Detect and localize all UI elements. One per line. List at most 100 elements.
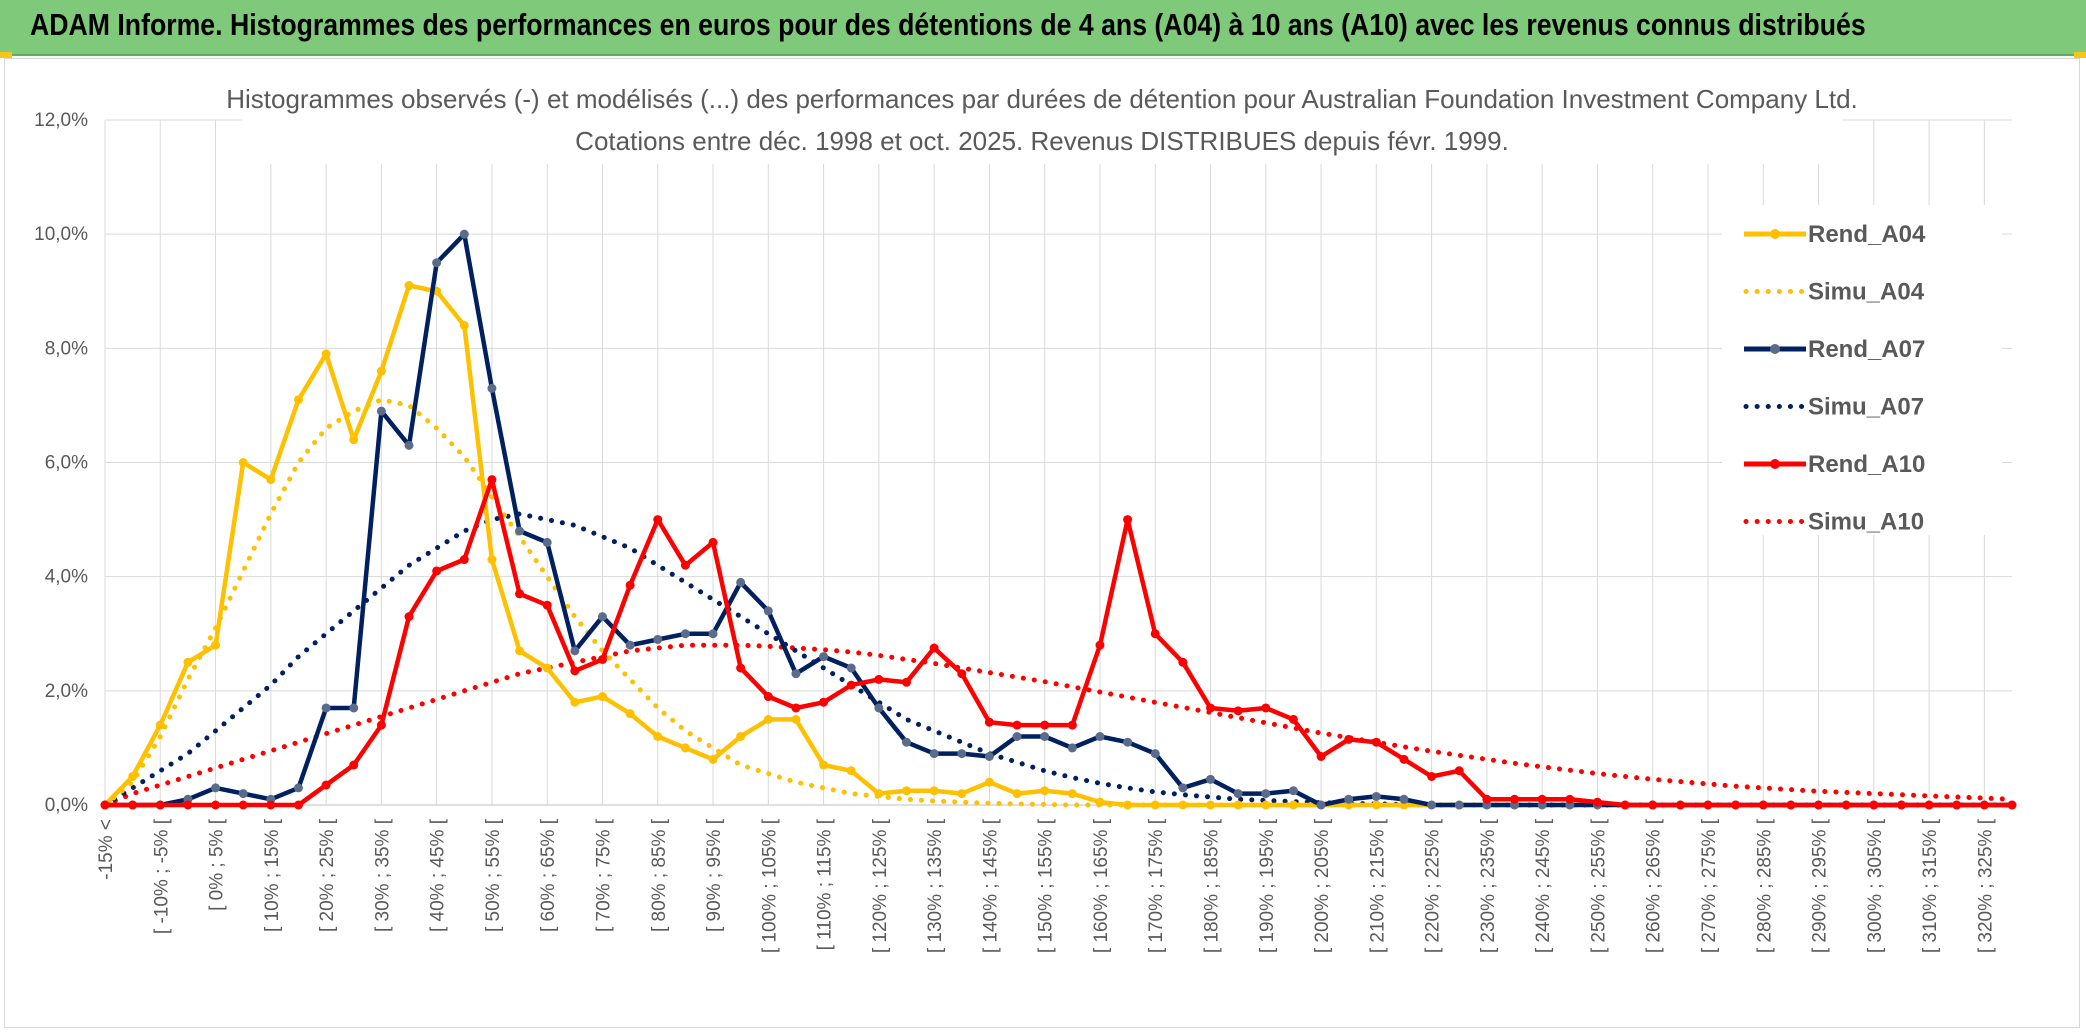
data-point xyxy=(791,669,801,679)
legend-marker xyxy=(1770,344,1780,354)
x-tick-label: [ 0% ; 5% [ xyxy=(207,818,228,911)
data-point xyxy=(128,771,138,781)
data-point xyxy=(1427,800,1437,810)
data-point xyxy=(459,229,469,239)
data-point xyxy=(736,577,746,587)
data-point xyxy=(1344,734,1354,744)
data-point xyxy=(874,703,884,713)
legend-label: Rend_A07 xyxy=(1808,336,1925,363)
x-tick-label: [ 190% ; 195% [ xyxy=(1257,818,1278,953)
data-point xyxy=(1233,800,1243,810)
data-point xyxy=(1150,629,1160,639)
data-point xyxy=(763,606,773,616)
data-point xyxy=(1952,800,1962,810)
x-tick-label: [ 320% ; 325% [ xyxy=(1975,818,1996,953)
data-point xyxy=(238,789,248,799)
data-point xyxy=(211,800,221,810)
x-tick-label: [ -10% ; -5% [ xyxy=(151,818,172,934)
data-point xyxy=(515,589,525,599)
x-tick-label: [ 180% ; 185% [ xyxy=(1202,818,1223,953)
series-rend-a10 xyxy=(100,475,2017,810)
legend-item-simu-a10: Simu_A10 xyxy=(1743,509,1924,536)
data-point xyxy=(1288,714,1298,724)
series-simu-a10 xyxy=(102,642,2015,808)
x-tick-label: -15% < xyxy=(96,819,117,880)
data-point xyxy=(404,612,414,622)
data-point xyxy=(404,281,414,291)
data-point xyxy=(736,663,746,673)
data-point xyxy=(1206,774,1216,784)
data-point xyxy=(625,580,635,590)
legend-label: Rend_A04 xyxy=(1808,221,1926,248)
data-point xyxy=(1510,794,1520,804)
x-tick-label: [ 160% ; 165% [ xyxy=(1091,818,1112,953)
data-point xyxy=(597,654,607,664)
legend-label: Rend_A10 xyxy=(1808,451,1925,478)
legend-label: Simu_A10 xyxy=(1808,509,1924,536)
x-tick-label: [ 120% ; 125% [ xyxy=(870,818,891,953)
data-point xyxy=(929,786,939,796)
data-point xyxy=(293,395,303,405)
data-point xyxy=(901,677,911,687)
data-point xyxy=(404,440,414,450)
data-point xyxy=(625,709,635,719)
data-point xyxy=(376,366,386,376)
banner-accent-right xyxy=(2074,52,2086,58)
x-tick-label: [ 40% ; 45% [ xyxy=(428,818,449,932)
data-point xyxy=(929,749,939,759)
data-point xyxy=(1012,789,1022,799)
data-point xyxy=(819,697,829,707)
data-point xyxy=(1537,794,1547,804)
data-point xyxy=(542,600,552,610)
data-point xyxy=(376,406,386,416)
data-point xyxy=(1924,800,1934,810)
x-tick-label: [ 280% ; 285% [ xyxy=(1754,818,1775,953)
x-tick-label: [ 20% ; 25% [ xyxy=(317,818,338,932)
data-point xyxy=(1399,754,1409,764)
data-point xyxy=(1178,783,1188,793)
data-point xyxy=(846,766,856,776)
data-point xyxy=(183,657,193,667)
x-tick-label: [ 200% ; 205% [ xyxy=(1312,818,1333,953)
data-point xyxy=(929,643,939,653)
x-tick-label: [ 270% ; 275% [ xyxy=(1699,818,1720,953)
y-tick-label: 6,0% xyxy=(45,453,88,474)
y-tick-label: 10,0% xyxy=(34,224,88,245)
data-point xyxy=(763,692,773,702)
y-tick-label: 2,0% xyxy=(45,681,88,702)
data-point xyxy=(1178,800,1188,810)
x-tick-label: [ 210% ; 215% [ xyxy=(1367,818,1388,953)
data-point xyxy=(1150,800,1160,810)
data-point xyxy=(1040,720,1050,730)
data-point xyxy=(1123,800,1133,810)
data-point xyxy=(1869,800,1879,810)
data-point xyxy=(155,800,165,810)
banner-accent-left xyxy=(0,52,12,58)
data-point xyxy=(1123,515,1133,525)
data-point xyxy=(1288,786,1298,796)
legend-item-rend-a07: Rend_A07 xyxy=(1744,336,1925,363)
data-point xyxy=(680,560,690,570)
chart-series xyxy=(100,229,2017,810)
data-point xyxy=(1703,800,1713,810)
data-point xyxy=(1012,732,1022,741)
x-tick-label: [ 250% ; 255% [ xyxy=(1588,818,1609,953)
data-point xyxy=(1095,640,1105,650)
data-point xyxy=(211,640,221,650)
data-point xyxy=(653,634,663,644)
data-point xyxy=(376,720,386,730)
x-tick-label: [ 110% ; 115% [ xyxy=(815,818,836,950)
data-point xyxy=(791,714,801,724)
data-point xyxy=(1565,794,1575,804)
data-point xyxy=(1095,732,1105,741)
legend-label: Simu_A07 xyxy=(1808,394,1924,421)
x-tick-label: [ 70% ; 75% [ xyxy=(593,818,614,932)
series-line xyxy=(102,642,2015,808)
data-point xyxy=(349,760,359,770)
data-point xyxy=(1316,800,1326,810)
data-point xyxy=(736,732,746,741)
chart-legend: Rend_A04 Simu_A04 Rend_A07 Simu_A07 Rend_A10… xyxy=(1722,205,2002,536)
x-tick-label: [ 30% ; 35% [ xyxy=(372,818,393,932)
data-point xyxy=(542,537,552,547)
legend-box xyxy=(1722,205,2002,535)
